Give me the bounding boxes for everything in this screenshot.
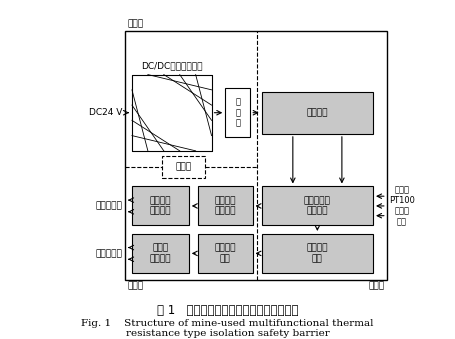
Bar <box>198 234 253 273</box>
Bar <box>198 186 253 225</box>
Bar <box>262 186 373 225</box>
Bar <box>125 31 387 280</box>
Bar <box>132 186 189 225</box>
Bar <box>225 88 250 137</box>
Text: DC/DC隔离电源模块: DC/DC隔离电源模块 <box>141 62 202 71</box>
Text: 继电器
输出电路: 继电器 输出电路 <box>150 244 171 263</box>
Text: DC24 V: DC24 V <box>90 108 123 117</box>
Text: 供电侧: 供电侧 <box>127 20 143 29</box>
Text: 磁
隔
离: 磁 隔 离 <box>235 98 240 127</box>
Text: 三线制
PT100
热电阻
输入: 三线制 PT100 热电阻 输入 <box>389 186 415 226</box>
Bar <box>132 75 212 151</box>
Bar <box>132 234 189 273</box>
Text: 安全侧: 安全侧 <box>127 281 143 291</box>
Text: 危险侧: 危险侧 <box>369 281 384 291</box>
Text: 图 1   矿用多功能热电阻型隔离安全栅结构: 图 1 矿用多功能热电阻型隔离安全栅结构 <box>157 304 298 317</box>
Text: 限能电路: 限能电路 <box>307 108 328 117</box>
Text: 电压电流
转换电路: 电压电流 转换电路 <box>150 196 171 216</box>
Text: 继电器输出: 继电器输出 <box>96 249 123 258</box>
Text: 热电阻信号
检测电路: 热电阻信号 检测电路 <box>304 196 331 216</box>
Text: 光耦隔离
电路: 光耦隔离 电路 <box>214 244 236 263</box>
Bar <box>162 156 205 178</box>
Text: resistance type isolation safety barrier: resistance type isolation safety barrier <box>126 330 329 338</box>
Bar <box>262 234 373 273</box>
Text: 磁隔离: 磁隔离 <box>175 162 191 172</box>
Text: 阈值比较
电路: 阈值比较 电路 <box>307 244 328 263</box>
Bar <box>262 92 373 134</box>
Text: Fig. 1    Structure of mine-used multifunctional thermal: Fig. 1 Structure of mine-used multifunct… <box>81 319 374 328</box>
Text: 模拟量输出: 模拟量输出 <box>96 201 123 211</box>
Text: 线性光耦
隔离电路: 线性光耦 隔离电路 <box>214 196 236 216</box>
